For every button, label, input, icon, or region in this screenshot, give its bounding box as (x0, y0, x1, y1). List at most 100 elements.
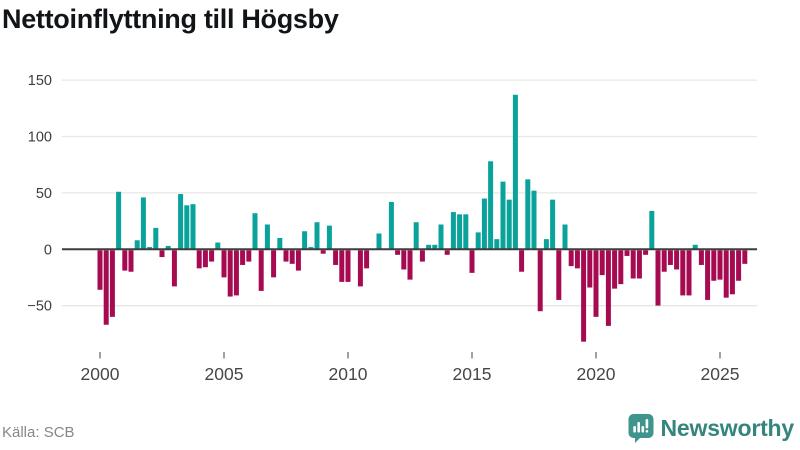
bar-positive (426, 244, 432, 250)
bar-positive (314, 222, 320, 250)
x-tick-label: 2020 (577, 364, 616, 384)
bar-positive (184, 205, 190, 250)
bar-negative (587, 250, 593, 288)
bar-negative (122, 250, 128, 271)
bar-negative (630, 250, 636, 279)
bar-negative (202, 250, 208, 268)
bar-negative (339, 250, 345, 282)
bar-negative (258, 250, 264, 291)
y-tick-label: 0 (44, 242, 52, 258)
bar-negative (97, 250, 103, 290)
bar-negative (519, 250, 525, 272)
bar-negative (599, 250, 605, 276)
bar-positive (153, 227, 159, 250)
bar-positive (531, 190, 537, 250)
bar-negative (636, 250, 642, 279)
bar-negative (674, 250, 680, 270)
bar-negative (574, 250, 580, 269)
bar-negative (320, 250, 326, 254)
bar-positive (326, 225, 332, 250)
bar-negative (271, 250, 277, 278)
bar-positive (277, 238, 283, 250)
bar-negative (680, 250, 686, 296)
bar-positive (190, 204, 196, 250)
x-tick-label: 2005 (205, 364, 244, 384)
bar-positive (432, 244, 438, 250)
bar-chart-speech-bubble-icon (628, 414, 654, 443)
y-tick-label: −50 (27, 299, 52, 315)
bar-positive (525, 179, 531, 250)
bar-negative (661, 250, 667, 272)
bar-negative (736, 250, 742, 281)
bar-positive (264, 224, 270, 250)
newsworthy-wordmark: Newsworthy (660, 414, 795, 441)
bar-negative (593, 250, 599, 317)
bar-positive (512, 94, 518, 250)
bar-positive (457, 214, 463, 250)
y-tick-label: 50 (36, 186, 52, 202)
bar-negative (643, 250, 649, 255)
bar-negative (667, 250, 673, 265)
bar-positive (543, 239, 549, 250)
bar-positive (438, 224, 444, 250)
bar-positive (252, 213, 258, 250)
chart-title: Nettoinflyttning till Högsby (2, 4, 339, 34)
x-tick-label: 2010 (329, 364, 368, 384)
bar-negative (159, 250, 165, 258)
bar-negative (618, 250, 624, 285)
bar-negative (240, 250, 246, 265)
bar-negative (729, 250, 735, 295)
bar-negative (419, 250, 425, 262)
bar-negative (705, 250, 711, 300)
bar-negative (109, 250, 115, 317)
bar-negative (605, 250, 611, 326)
bar-positive (140, 197, 146, 250)
bar-positive (147, 247, 153, 250)
y-tick-label: 150 (28, 73, 52, 89)
bar-negative (246, 250, 252, 262)
bar-negative (444, 250, 450, 255)
bar-positive (413, 222, 419, 250)
newsworthy-logo[interactable]: Newsworthy (628, 413, 794, 443)
bar-negative (568, 250, 574, 267)
bar-positive (550, 199, 556, 250)
bar-positive (506, 199, 512, 250)
x-tick-label: 2025 (701, 364, 740, 384)
bar-positive (308, 247, 314, 250)
bar-positive (376, 233, 382, 250)
bar-negative (717, 250, 723, 280)
bar-positive (215, 242, 221, 250)
bar-positive (165, 245, 171, 250)
bar-negative (686, 250, 692, 296)
bar-positive (475, 232, 481, 250)
bar-negative (469, 250, 475, 273)
bar-negative (723, 250, 729, 298)
bar-negative (209, 250, 215, 262)
bar-positive (488, 161, 494, 250)
source-label: Källa: SCB (2, 424, 75, 441)
bar-negative (333, 250, 339, 265)
bar-positive (649, 210, 655, 250)
bar-negative (171, 250, 177, 287)
bar-negative (742, 250, 748, 264)
bar-positive (116, 191, 122, 250)
bar-negative (711, 250, 717, 281)
bar-positive (463, 214, 469, 250)
bar-negative (537, 250, 543, 312)
bar-negative (289, 250, 295, 264)
bar-positive (388, 201, 394, 250)
bar-positive (494, 239, 500, 250)
x-tick-label: 2015 (453, 364, 492, 384)
bar-negative (233, 250, 239, 296)
bar-negative (221, 250, 227, 278)
bar-negative (364, 250, 370, 269)
bar-negative (581, 250, 587, 342)
bar-negative (698, 250, 704, 265)
bar-negative (395, 250, 401, 255)
bar-positive (450, 212, 456, 250)
bar-positive (178, 194, 184, 250)
bar-negative (295, 250, 301, 271)
bar-positive (692, 244, 698, 250)
bar-negative (401, 250, 407, 270)
